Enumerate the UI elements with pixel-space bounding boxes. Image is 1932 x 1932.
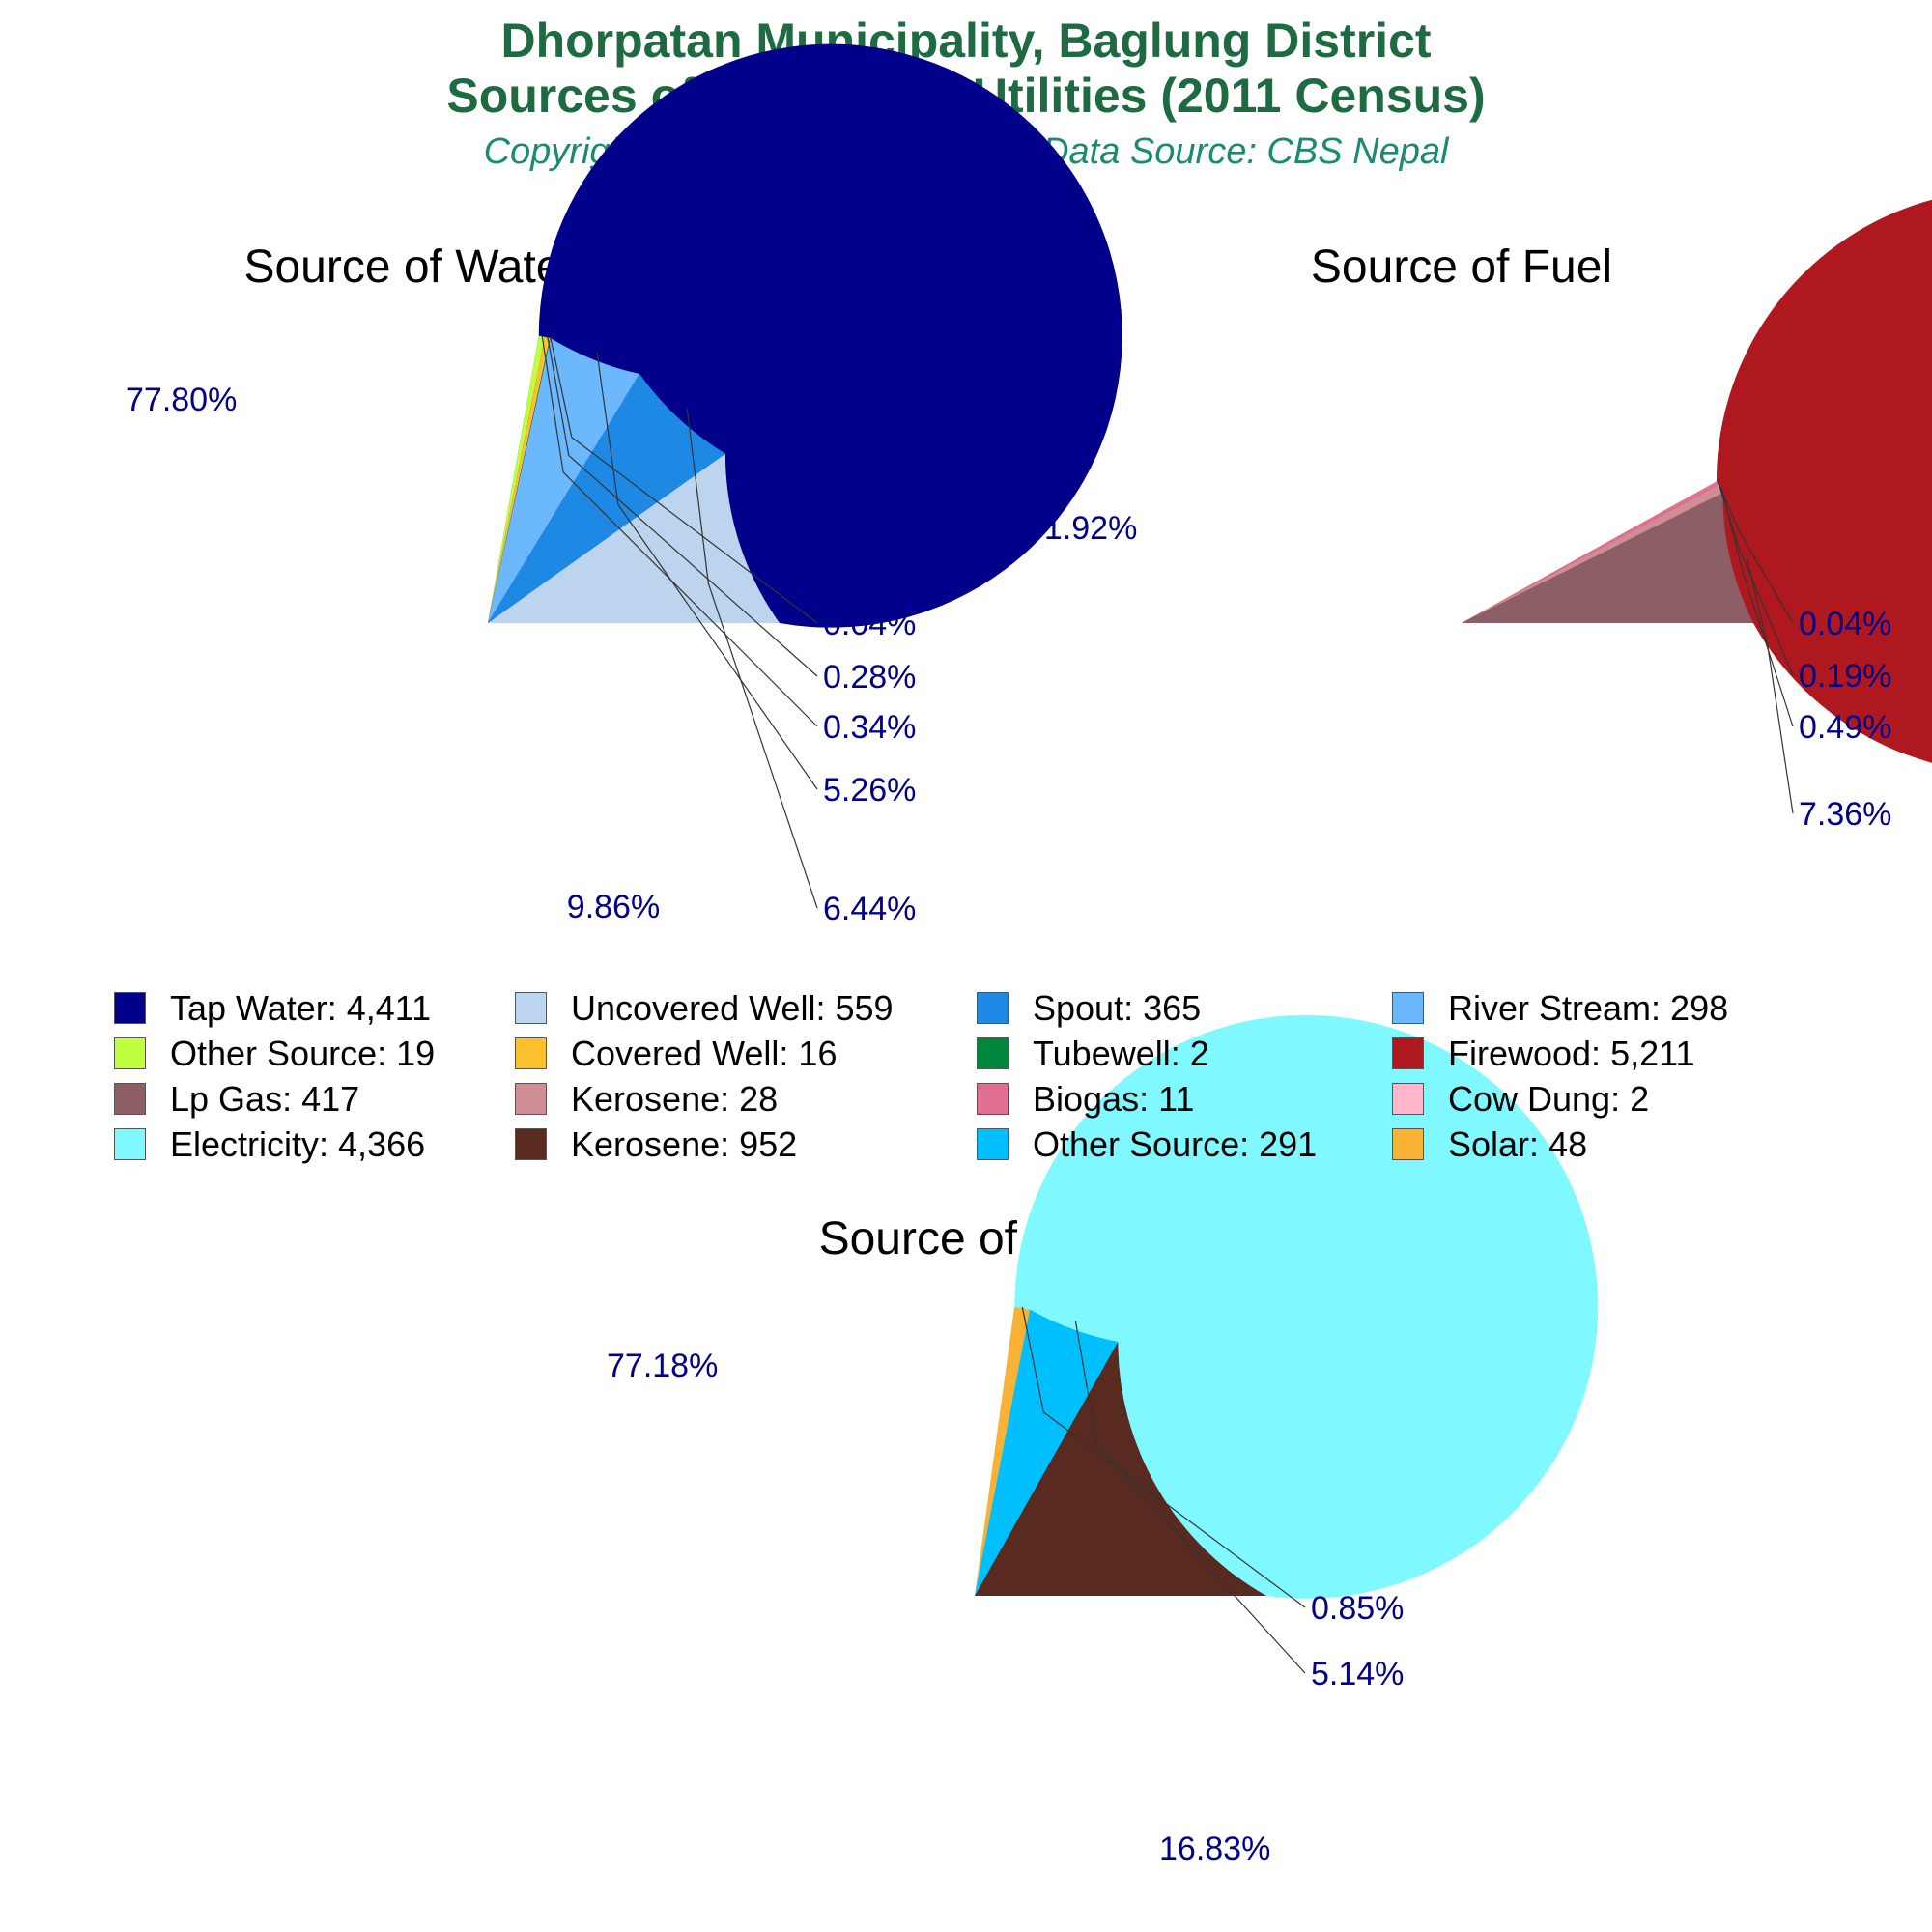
pie-slice-other-source [975,1309,1119,1596]
legend-swatch [114,1128,146,1160]
leader-line-lp-gas [1746,555,1794,814]
pie-slice-covered-well [488,336,551,623]
percent-label-electricity: 77.18% [607,1348,718,1384]
pie-slice-solar [975,1306,1031,1596]
legend-label: Covered Well: 16 [571,1033,838,1073]
legend-label: Biogas: 11 [1033,1078,1195,1119]
legend-row: Electricity: 4,366 Kerosene: 952 Other Sou… [114,1122,1853,1167]
percent-label-tap-water: 77.80% [126,382,237,418]
legend-swatch [515,1037,547,1069]
source-of-fuel-title: Source of Fuel [1311,242,1612,293]
legend-label: Kerosene: 952 [571,1123,798,1164]
percent-label-biogas: 0.19% [1799,658,1891,695]
legend-label: Uncovered Well: 559 [571,987,894,1028]
legend-label: Lp Gas: 417 [170,1078,360,1119]
legend-swatch [515,1128,547,1160]
legend-item: Solar: 48 [1392,1124,1836,1165]
legend-swatch [977,1037,1009,1069]
source-of-water-supply-chart: Source of Water Supply77.80%9.86%0.04%0.… [126,43,1122,927]
legend-item: Kerosene: 952 [515,1124,977,1165]
pie-slice-kerosene [1462,485,1723,623]
legend-label: Other Source: 19 [170,1033,436,1073]
pie-slice-other-source [488,335,546,623]
pie-slice-river-stream [488,338,640,623]
legend-item: River Stream: 298 [1392,988,1836,1029]
pie-slice-tubewell [488,337,551,623]
legend-label: Tubewell: 2 [1033,1033,1209,1073]
pie-slice-uncovered-well [488,453,780,623]
percent-label-uncovered-well: 9.86% [567,889,660,925]
legend-item: Firewood: 5,211 [1392,1034,1836,1074]
legend-row: Other Source: 19 Covered Well: 16 Tubewell… [114,1031,1853,1076]
percent-label-firewood: 91.92% [1026,510,1137,547]
leader-line-covered-well [547,336,818,677]
legend-swatch [515,1083,547,1115]
legend-item: Lp Gas: 417 [114,1079,515,1120]
legend-swatch [1392,1083,1424,1115]
legend-label: Other Source: 291 [1033,1123,1318,1164]
legend-row: Tap Water: 4,411 Uncovered Well: 559 Spout… [114,985,1853,1031]
percent-label-kerosene: 16.83% [1159,1831,1270,1867]
percent-label-kerosene: 0.49% [1799,709,1891,746]
leader-line-spout [686,409,818,909]
leader-line-cow-dung [1717,480,1794,624]
leader-line-river-stream [596,351,818,790]
legend-item: Biogas: 11 [977,1079,1392,1120]
legend-item: Tubewell: 2 [977,1034,1392,1074]
percent-label-solar: 0.85% [1311,1590,1404,1627]
legend-swatch [515,992,547,1024]
percent-label-lp-gas: 7.36% [1799,796,1891,833]
legend-label: Cow Dung: 2 [1448,1078,1650,1119]
source-of-fuel-chart: Source of Fuel 91.92% 0.04% 0.19% 0.49% 7.36% [1026,199,1932,833]
legend-item: Other Source: 291 [977,1124,1392,1165]
percent-label-other-source: 5.14% [1311,1656,1404,1692]
legend-item: Electricity: 4,366 [114,1124,515,1165]
legend-swatch [1392,1128,1424,1160]
legend-swatch [977,1083,1009,1115]
legend-item: Kerosene: 28 [515,1079,977,1120]
legend-swatch [1392,992,1424,1024]
main-title-line-1: Dhorpatan Municipality, Baglung District [500,14,1432,68]
pie-slice-cow-dung [1462,481,1718,623]
legend-swatch [114,1083,146,1115]
legend-item: Uncovered Well: 559 [515,988,977,1029]
leader-line-kerosene [1720,488,1794,727]
percent-label-river-stream: 5.26% [823,772,916,809]
legend-label: River Stream: 298 [1448,987,1729,1028]
leader-line-other-source [1074,1321,1306,1674]
legend-swatch [114,992,146,1024]
pie-slice-lp-gas [1462,493,1753,623]
leader-line-solar [1021,1306,1306,1608]
pie-slice-spout [488,374,725,623]
legend-label: Kerosene: 28 [571,1078,779,1119]
leader-line-other-source [541,335,818,727]
legend-item: Other Source: 19 [114,1034,515,1074]
legend-item: Cow Dung: 2 [1392,1079,1836,1120]
legend-label: Firewood: 5,211 [1448,1033,1695,1073]
legend-swatch [114,1037,146,1069]
legend-label: Tap Water: 4,411 [170,987,432,1028]
legend-item: Covered Well: 16 [515,1034,977,1074]
legend: Tap Water: 4,411 Uncovered Well: 559 Spout… [114,985,1853,1167]
legend-swatch [1392,1037,1424,1069]
legend-label: Solar: 48 [1448,1123,1588,1164]
percent-label-tubewell: 0.04% [823,606,916,642]
percent-label-spout: 6.44% [823,891,916,927]
legend-swatch [977,992,1009,1024]
pie-slice-biogas [1462,481,1719,623]
legend-item: Tap Water: 4,411 [114,988,515,1029]
legend-row: Lp Gas: 417 Kerosene: 28 Biogas: 11 Cow Dun… [114,1076,1853,1122]
percent-label-covered-well: 0.28% [823,659,916,696]
legend-label: Spout: 365 [1033,987,1202,1028]
legend-swatch [977,1128,1009,1160]
percent-label-cow-dung: 0.04% [1799,606,1891,642]
legend-item: Spout: 365 [977,988,1392,1029]
pie-slice-kerosene [975,1341,1266,1596]
percent-label-other-source: 0.34% [823,709,916,746]
leader-line-tubewell [550,336,818,624]
legend-label: Electricity: 4,366 [170,1123,426,1164]
